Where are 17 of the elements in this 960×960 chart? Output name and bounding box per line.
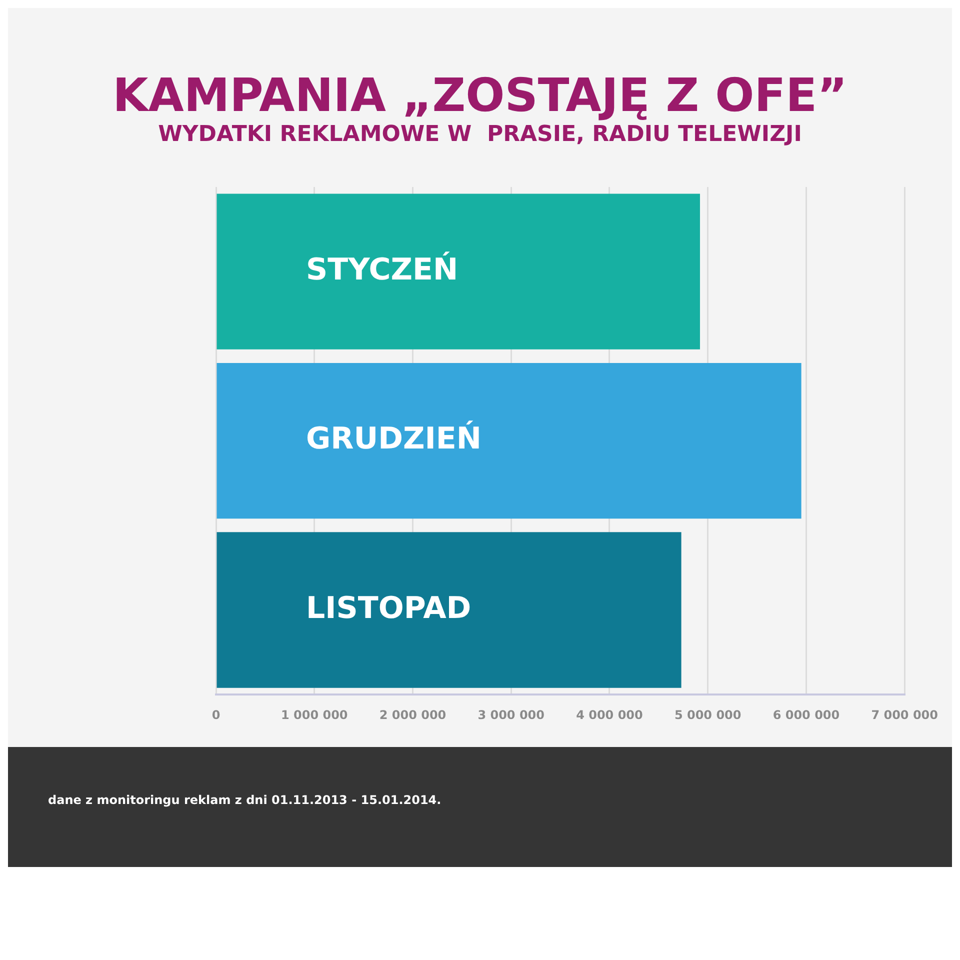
y-tick-label: STYCZEŃ bbox=[306, 251, 458, 288]
y-tick-label: LISTOPAD bbox=[306, 590, 472, 626]
bar bbox=[216, 362, 802, 519]
bar bbox=[216, 194, 700, 350]
x-tick-label: 0 bbox=[212, 708, 220, 722]
x-tick-label: 6 000 000 bbox=[772, 708, 840, 722]
y-tick-label: GRUDZIEŃ bbox=[306, 420, 482, 457]
x-tick-label: 5 000 000 bbox=[674, 708, 742, 722]
chart-title: KAMPANIA „ZOSTAJĘ Z OFE” bbox=[112, 67, 848, 122]
text: dane z monitoringu reklam z dni 01.11.2013 - 15.01.2014. bbox=[48, 793, 442, 807]
chart-subtitle: WYDATKI REKLAMOWE W PRASIE, RADIU TELEWIZJI bbox=[157, 122, 803, 147]
x-tick-label: 3 000 000 bbox=[478, 708, 545, 722]
x-tick-label: 4 000 000 bbox=[576, 708, 643, 722]
x-tick-label: 2 000 000 bbox=[379, 708, 446, 722]
bar bbox=[216, 532, 682, 688]
x-tick-label: 1 000 000 bbox=[280, 708, 348, 722]
x-tick-label: 7 000 000 bbox=[871, 708, 938, 722]
